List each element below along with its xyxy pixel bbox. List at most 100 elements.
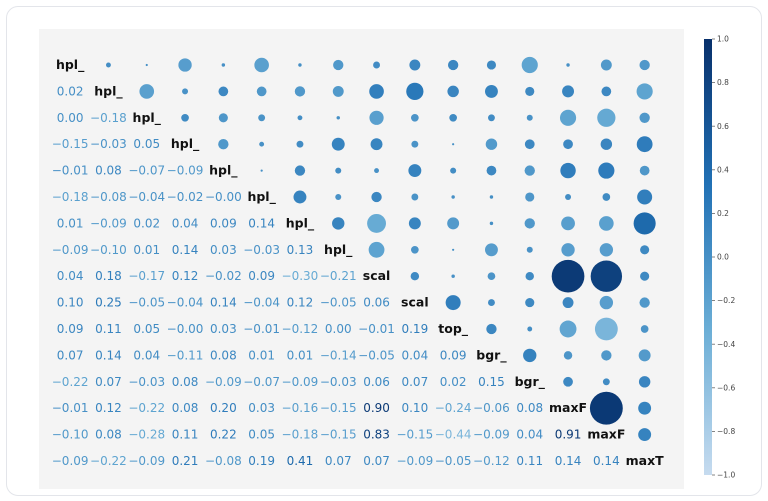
corr-value-label: 0.08 bbox=[210, 348, 237, 362]
corr-circle bbox=[562, 85, 575, 98]
corr-value-label: 0.20 bbox=[210, 401, 237, 415]
corr-circle bbox=[565, 194, 572, 200]
corr-circle bbox=[525, 271, 534, 281]
corr-circle bbox=[559, 320, 577, 338]
corr-circle bbox=[521, 56, 538, 74]
corr-value-label: 0.14 bbox=[95, 348, 122, 362]
corr-value-label: 0.04 bbox=[133, 348, 160, 362]
corr-value-label: −0.12 bbox=[473, 454, 510, 468]
corr-value-label: −0.03 bbox=[128, 375, 165, 389]
corr-circle bbox=[485, 243, 498, 257]
variable-label: scal bbox=[401, 295, 429, 310]
colorbar-tick-label: −0.2 bbox=[717, 296, 735, 305]
corr-circle bbox=[599, 243, 614, 257]
corr-value-label: −0.09 bbox=[396, 454, 433, 468]
corr-circle bbox=[486, 323, 497, 335]
corr-value-label: −0.02 bbox=[167, 190, 204, 204]
corr-circle bbox=[298, 63, 302, 67]
corr-value-label: 0.12 bbox=[287, 296, 314, 310]
corr-value-label: −0.18 bbox=[90, 111, 127, 125]
corr-value-label: 0.10 bbox=[57, 296, 84, 310]
corr-circle bbox=[525, 298, 535, 308]
corr-circle bbox=[526, 246, 533, 253]
corr-value-label: 0.25 bbox=[95, 296, 122, 310]
corr-value-label: 0.08 bbox=[172, 375, 199, 389]
corr-value-label: −0.05 bbox=[358, 348, 395, 362]
corr-circle bbox=[410, 271, 420, 281]
corr-value-label: −0.02 bbox=[205, 269, 242, 283]
corr-value-label: 0.05 bbox=[133, 322, 160, 336]
corr-circle bbox=[260, 169, 263, 172]
corr-circle bbox=[594, 317, 618, 341]
corr-value-label: −0.11 bbox=[167, 348, 204, 362]
colorbar-tick-label: 0.8 bbox=[717, 78, 729, 87]
variable-label: maxT bbox=[626, 453, 665, 468]
corr-value-label: −0.04 bbox=[128, 190, 165, 204]
corr-circle bbox=[637, 189, 653, 205]
corr-circle bbox=[485, 138, 498, 150]
corr-circle bbox=[563, 139, 573, 150]
corr-circle bbox=[638, 349, 651, 362]
corr-circle bbox=[489, 195, 494, 199]
corr-value-label: 0.06 bbox=[363, 375, 390, 389]
corr-circle bbox=[296, 140, 304, 148]
corr-circle bbox=[640, 325, 649, 333]
corr-value-label: −0.03 bbox=[90, 137, 127, 151]
corr-circle bbox=[590, 260, 623, 292]
corr-value-label: −0.16 bbox=[282, 401, 319, 415]
colorbar-tick-label: 1.0 bbox=[717, 35, 729, 44]
corr-value-label: −0.08 bbox=[90, 190, 127, 204]
corr-circle bbox=[560, 162, 576, 179]
corr-circle bbox=[332, 85, 344, 97]
corr-value-label: −0.04 bbox=[167, 296, 204, 310]
corr-value-label: −0.18 bbox=[52, 190, 89, 204]
corr-circle bbox=[638, 428, 652, 442]
corr-value-label: 0.09 bbox=[210, 216, 237, 230]
variable-label: hpl_ bbox=[247, 189, 276, 205]
variable-label: hpl_ bbox=[133, 110, 162, 126]
corr-circle bbox=[488, 299, 495, 307]
corr-value-label: 0.02 bbox=[133, 216, 160, 230]
variable-label: scal bbox=[363, 268, 391, 283]
corr-circle bbox=[602, 378, 610, 386]
corr-circle bbox=[371, 191, 382, 203]
corr-circle bbox=[598, 162, 615, 179]
corr-circle bbox=[294, 165, 306, 176]
corr-value-label: −0.09 bbox=[282, 375, 319, 389]
corr-circle bbox=[449, 113, 457, 122]
corr-value-label: 0.14 bbox=[555, 454, 582, 468]
corr-value-label: −0.05 bbox=[128, 296, 165, 310]
variable-label: hpl_ bbox=[324, 242, 353, 258]
colorbar-tick-label: 0.4 bbox=[717, 165, 729, 174]
corr-value-label: −0.03 bbox=[243, 243, 280, 257]
corr-circle bbox=[411, 140, 419, 148]
corr-circle bbox=[369, 110, 384, 125]
variable-label: hpl_ bbox=[209, 163, 238, 179]
corr-circle bbox=[563, 376, 573, 387]
corr-circle bbox=[408, 164, 422, 178]
corr-value-label: 0.01 bbox=[248, 348, 275, 362]
corr-value-label: 0.05 bbox=[133, 137, 160, 151]
corr-circle bbox=[562, 297, 574, 309]
corr-value-label: −0.09 bbox=[52, 243, 89, 257]
corr-circle bbox=[452, 143, 455, 146]
corr-circle bbox=[331, 137, 345, 151]
colorbar-tick-label: −0.4 bbox=[717, 340, 735, 349]
corr-circle bbox=[640, 271, 650, 281]
corr-circle bbox=[447, 85, 459, 98]
corr-value-label: 0.83 bbox=[363, 428, 390, 442]
corr-value-label: 0.12 bbox=[95, 401, 122, 415]
corr-value-label: 0.08 bbox=[172, 401, 199, 415]
corr-circle bbox=[367, 213, 386, 233]
corr-value-label: 0.01 bbox=[57, 216, 84, 230]
corr-circle bbox=[254, 57, 269, 73]
corr-value-label: −0.18 bbox=[282, 428, 319, 442]
corr-circle bbox=[178, 58, 192, 72]
corr-circle bbox=[450, 167, 457, 174]
corr-value-label: −0.15 bbox=[52, 137, 89, 151]
corr-circle bbox=[447, 217, 460, 230]
corr-value-label: 0.14 bbox=[210, 296, 237, 310]
corr-circle bbox=[639, 297, 650, 308]
corr-value-label: 0.41 bbox=[287, 454, 314, 468]
corr-value-label: 0.04 bbox=[172, 216, 199, 230]
